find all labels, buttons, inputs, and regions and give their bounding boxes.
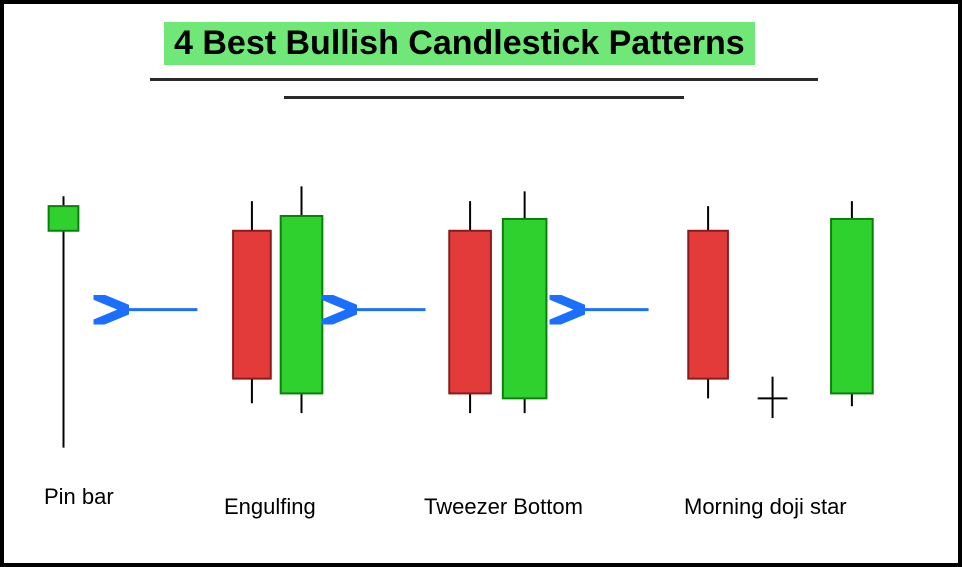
candle-body [503,219,547,398]
candle-engulf_g [281,186,323,413]
candle-mds_r [688,206,728,398]
candle-body [831,219,873,394]
candle-mds_g [831,201,873,406]
pattern-label-3: Tweezer Bottom [424,494,583,520]
pattern-label-1: Pin bar [44,484,114,510]
candlestick-layer [4,4,958,563]
candle-body [688,231,728,379]
candle-tweezer_g [503,191,547,413]
candle-body [233,231,271,379]
candle-tweezer_r [449,201,491,413]
candle-body [281,216,323,393]
diagram-frame: 4 Best Bullish Candlestick Patterns Pin … [0,0,962,567]
pattern-label-2: Engulfing [224,494,316,520]
candle-body [449,231,491,394]
pattern-label-4: Morning doji star [684,494,847,520]
candle-engulf_r [233,201,271,403]
candle-pinbar [49,196,79,447]
candle-body [49,206,79,231]
candle-mds_doji [758,377,788,418]
